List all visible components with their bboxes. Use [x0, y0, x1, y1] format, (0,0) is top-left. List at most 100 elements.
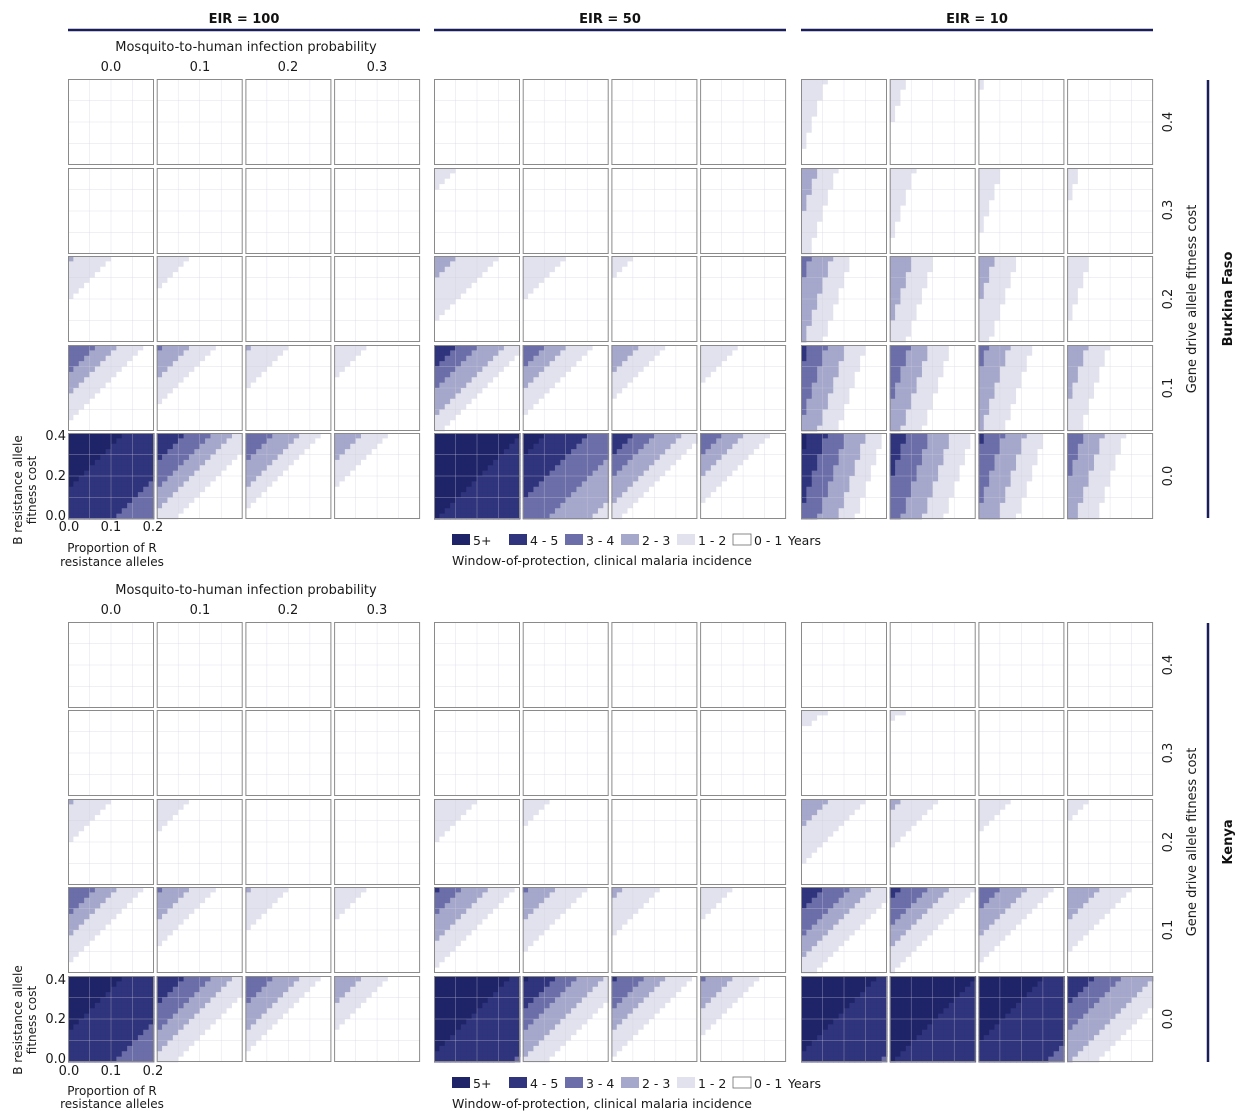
heat-cell — [205, 459, 211, 466]
heat-cell — [143, 443, 150, 450]
heat-cell — [162, 266, 168, 273]
heat-cell — [143, 331, 150, 338]
heat-cell — [377, 355, 383, 362]
heat-cell — [350, 159, 357, 166]
heat-cell — [221, 138, 227, 144]
heat-cell — [366, 105, 373, 112]
heat-cell — [256, 211, 262, 217]
heat-cell — [409, 420, 416, 427]
heat-cell — [183, 189, 190, 196]
heat-cell — [309, 143, 316, 150]
heat-cell — [288, 95, 295, 101]
heat-cell — [360, 325, 367, 332]
heat-cell — [78, 366, 85, 373]
heat-cell — [288, 143, 295, 150]
inner-y-title-bottom-2: fitness cost — [25, 985, 39, 1054]
heat-cell — [156, 486, 163, 493]
heat-cell — [245, 315, 252, 321]
panel-border — [68, 345, 154, 431]
heat-cell — [94, 205, 101, 212]
heat-cell — [382, 243, 389, 250]
heat-cell — [250, 272, 257, 278]
heat-cell — [366, 159, 373, 166]
heat-cell — [143, 216, 150, 223]
heat-cell — [84, 350, 90, 357]
heat-cell — [172, 438, 179, 445]
heat-cell — [315, 116, 322, 123]
heat-cell — [277, 325, 284, 332]
heat-cell — [89, 371, 96, 378]
heat-cell — [94, 433, 101, 439]
heat-cell — [100, 443, 107, 450]
heat-cell — [277, 227, 284, 233]
heat-cell — [344, 355, 351, 362]
heat-cell — [188, 127, 195, 134]
heat-cell — [215, 178, 222, 185]
heat-cell — [172, 237, 179, 244]
heat-cell — [250, 398, 257, 405]
heat-cell — [350, 309, 357, 316]
heat-cell — [326, 420, 332, 427]
heat-cell — [250, 393, 257, 400]
heat-cell — [221, 320, 227, 327]
heat-cell — [250, 293, 257, 300]
heat-cell — [162, 159, 168, 166]
heat-cell — [266, 194, 273, 201]
heat-cell — [377, 366, 383, 373]
heat-cell — [387, 409, 394, 416]
heat-cell — [172, 299, 179, 305]
heat-cell — [188, 232, 195, 239]
heat-cell — [137, 100, 144, 107]
heat-cell — [360, 404, 367, 410]
heat-cell — [245, 232, 252, 239]
heat-cell — [183, 481, 190, 488]
heat-cell — [326, 425, 332, 432]
heat-cell — [78, 154, 85, 161]
heat-cell — [250, 116, 257, 123]
heat-cell — [78, 148, 85, 155]
heat-cell — [360, 111, 367, 118]
heat-cell — [105, 293, 112, 300]
heat-cell — [304, 420, 311, 427]
heat-cell — [84, 454, 90, 461]
heat-cell — [172, 159, 179, 166]
heat-cell — [403, 315, 410, 321]
heat-cell — [326, 304, 332, 311]
heat-cell — [226, 211, 233, 217]
heat-cell — [226, 256, 233, 262]
heat-cell — [256, 454, 262, 461]
heat-cell — [393, 261, 400, 268]
heat-cell — [105, 309, 112, 316]
heat-cell — [221, 154, 227, 161]
heat-cell — [78, 293, 85, 300]
heat-cell — [188, 143, 195, 150]
heat-cell — [167, 459, 174, 466]
heat-cell — [162, 216, 168, 223]
panel-border — [334, 79, 421, 165]
heat-cell — [355, 299, 362, 305]
heat-cell — [121, 111, 128, 118]
heat-cell — [387, 325, 394, 332]
heat-cell — [315, 138, 322, 144]
heat-cell — [261, 409, 268, 416]
heat-cell — [414, 315, 421, 321]
heat-cell — [188, 371, 195, 378]
heat-cell — [172, 154, 179, 161]
heat-cell — [339, 221, 346, 228]
heat-cell — [132, 84, 139, 91]
heat-cell — [148, 282, 155, 289]
heat-cell — [309, 184, 316, 190]
heat-cell — [309, 438, 316, 445]
heat-cell — [156, 216, 163, 223]
heat-cell — [350, 89, 357, 96]
heat-cell — [89, 350, 96, 357]
heat-cell — [167, 388, 174, 394]
heat-cell — [148, 470, 155, 477]
heat-cell — [261, 449, 268, 455]
heat-cell — [172, 481, 179, 488]
heat-cell — [398, 132, 405, 139]
heat-cell — [231, 288, 238, 295]
heat-cell — [256, 100, 262, 107]
heat-cell — [148, 404, 155, 410]
heat-cell — [355, 189, 362, 196]
